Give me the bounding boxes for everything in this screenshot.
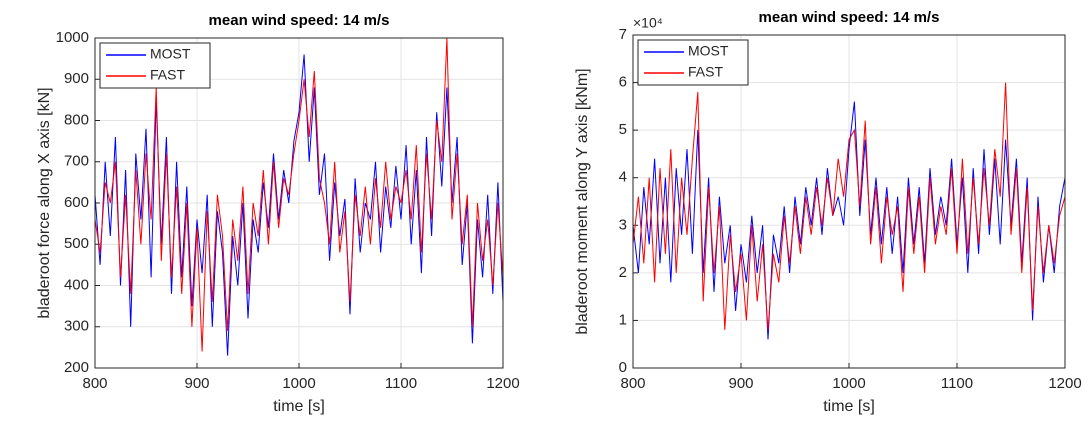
y-tick-label: 5: [619, 121, 627, 138]
x-tick-label: 1200: [1048, 375, 1081, 392]
y-tick-label: 3: [619, 216, 627, 233]
y-tick-label: 800: [64, 111, 89, 128]
legend-label: FAST: [688, 64, 723, 80]
y-tick-label: 600: [64, 194, 89, 211]
legend-box: [99, 42, 211, 89]
y-tick-label: 7: [619, 26, 627, 43]
x-tick-label: 800: [82, 375, 107, 392]
legend-label: MOST: [688, 43, 729, 59]
x-tick-label: 1200: [486, 375, 519, 392]
legend-label: MOST: [150, 46, 191, 62]
y-tick-label: 900: [64, 70, 89, 87]
x-axis-label: time [s]: [823, 398, 875, 415]
legend: MOST FAST: [99, 42, 211, 89]
y-tick-label: 1000: [56, 29, 89, 46]
axes-box: [94, 37, 504, 369]
y-tick-label: 300: [64, 318, 89, 335]
y-tick-label: 6: [619, 74, 627, 91]
x-tick-label: 900: [184, 375, 209, 392]
x-tick-label: 800: [620, 375, 645, 392]
data-line: [632, 82, 1066, 330]
subplot: 800 900 1000 1100 1200 200 300 400 500 600 700 800 9…: [36, 12, 519, 415]
x-tick-label: 1100: [941, 375, 973, 392]
legend-label: FAST: [150, 67, 185, 83]
chart-title: mean wind speed: 14 m/s: [209, 12, 390, 29]
y-tick-label: 2: [619, 264, 627, 281]
legend-box: [637, 39, 749, 86]
y-tick-label: 4: [619, 169, 627, 186]
legend: MOST FAST: [637, 39, 749, 86]
x-axis-label: time [s]: [273, 398, 325, 415]
data-line: [94, 37, 504, 352]
y-axis-label: bladeroot moment along Y axis [kNm]: [574, 68, 591, 334]
data-line: [632, 101, 1066, 340]
subplot: 800 900 1000 1100 1200 0 1 2 3 4 5 6 7 mean wind spee…: [574, 9, 1081, 415]
y-axis-label: bladeroot force along X axis [kN]: [36, 87, 53, 318]
y-tick-label: 0: [619, 359, 627, 376]
axes-box: [632, 34, 1066, 369]
chart-title: mean wind speed: 14 m/s: [759, 9, 940, 26]
y-multiplier: ×10⁴: [633, 15, 663, 31]
y-tick-label: 1: [619, 311, 627, 328]
y-tick-label: 700: [64, 153, 89, 170]
x-tick-label: 900: [728, 375, 753, 392]
y-tick-label: 200: [64, 359, 89, 376]
x-tick-label: 1000: [282, 375, 315, 392]
x-tick-label: 1100: [385, 375, 417, 392]
x-tick-label: 1000: [832, 375, 865, 392]
y-tick-label: 500: [64, 235, 89, 252]
y-tick-label: 400: [64, 276, 89, 293]
